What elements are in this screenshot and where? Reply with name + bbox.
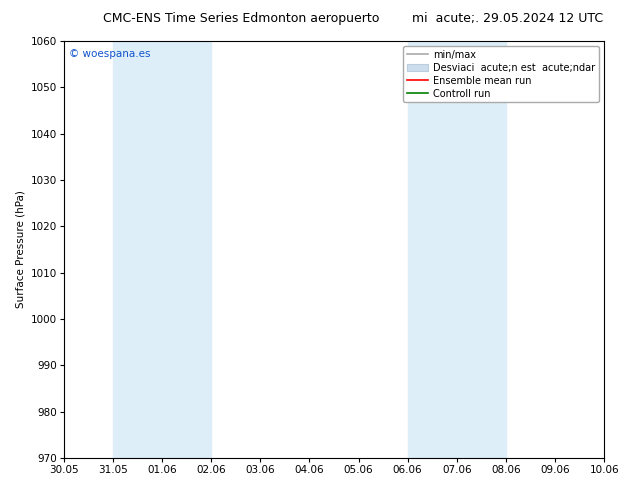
Text: © woespana.es: © woespana.es	[69, 49, 151, 59]
Legend: min/max, Desviaci  acute;n est  acute;ndar, Ensemble mean run, Controll run: min/max, Desviaci acute;n est acute;ndar…	[403, 46, 599, 102]
Bar	[408, 41, 506, 458]
Y-axis label: Surface Pressure (hPa): Surface Pressure (hPa)	[15, 191, 25, 309]
Text: CMC-ENS Time Series Edmonton aeropuerto: CMC-ENS Time Series Edmonton aeropuerto	[103, 12, 379, 25]
Bar	[113, 41, 211, 458]
Text: mi  acute;. 29.05.2024 12 UTC: mi acute;. 29.05.2024 12 UTC	[411, 12, 603, 25]
